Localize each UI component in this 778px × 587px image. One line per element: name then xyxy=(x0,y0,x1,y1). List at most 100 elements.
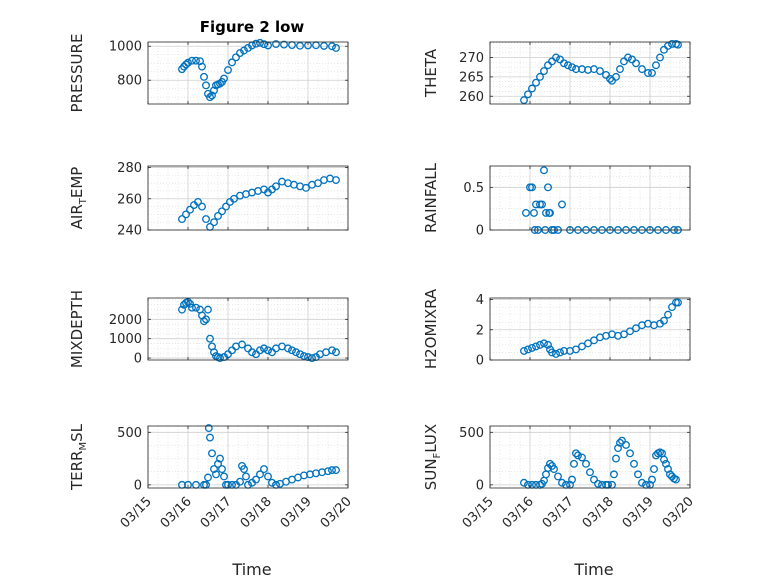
data-point xyxy=(622,440,630,449)
y-tick-label: 500 xyxy=(117,426,142,441)
y-tick-label: 4 xyxy=(476,293,484,308)
data-point xyxy=(218,465,226,474)
ylabel-3: RAINFALL xyxy=(422,162,440,233)
data-point xyxy=(584,339,592,348)
data-point xyxy=(556,348,564,357)
data-point xyxy=(660,45,668,54)
y-tick-label: 0.5 xyxy=(463,181,484,196)
data-point xyxy=(610,470,618,479)
y-tick-label: 2 xyxy=(476,323,484,338)
x-tick-label: 03/15 xyxy=(118,494,155,531)
x-tick-label: 03/17 xyxy=(540,494,577,531)
subplot-4: 0 0.5 RAINFALL xyxy=(422,162,691,239)
data-point xyxy=(544,61,552,70)
y-tick-label: 260 xyxy=(117,192,142,207)
data-point xyxy=(292,348,300,357)
data-point xyxy=(546,208,554,217)
data-point xyxy=(638,65,646,74)
data-point xyxy=(612,72,620,81)
ylabel-2: AIRTEMP xyxy=(68,167,89,230)
data-point xyxy=(182,210,190,219)
data-point xyxy=(188,56,196,65)
y-tick-label: 240 xyxy=(117,224,142,239)
data-point xyxy=(224,66,232,74)
data-point xyxy=(264,472,272,481)
data-point xyxy=(300,352,308,361)
data-point xyxy=(634,470,642,479)
data-point xyxy=(178,215,186,224)
data-point xyxy=(228,58,236,67)
subplot-3: 240 260 280 AIRTEMP xyxy=(68,161,349,239)
data-point xyxy=(236,477,244,486)
data-point xyxy=(590,336,598,345)
data-point xyxy=(666,470,674,479)
data-point xyxy=(186,299,194,308)
data-point xyxy=(202,81,210,90)
data-point xyxy=(296,350,304,359)
data-point xyxy=(652,61,660,70)
data-point xyxy=(528,343,536,352)
data-point xyxy=(548,348,556,357)
data-point xyxy=(260,344,268,353)
data-point xyxy=(626,327,634,336)
y-tick-label: 0 xyxy=(476,354,484,369)
data-point xyxy=(660,455,668,464)
data-point xyxy=(626,449,634,458)
data-point xyxy=(268,348,276,357)
data-point xyxy=(664,465,672,474)
y-tick-label: 260 xyxy=(459,90,484,105)
y-tick-label: 0 xyxy=(476,224,484,239)
data-point xyxy=(536,340,544,349)
data-point xyxy=(648,69,656,77)
data-point xyxy=(208,91,216,100)
subplot-6: 0 2 4 H2OMIXRA xyxy=(422,288,691,369)
data-point xyxy=(204,305,212,314)
data-point xyxy=(200,317,208,326)
axes-box xyxy=(489,297,691,361)
y-tick-label: 1000 xyxy=(109,332,142,347)
x-tick-label: 03/16 xyxy=(500,494,537,531)
data-point xyxy=(212,470,220,479)
x-tick-label: 03/19 xyxy=(278,494,315,531)
data-point xyxy=(554,472,562,481)
axes-box xyxy=(489,41,691,105)
figure-title: Figure 2 low xyxy=(200,18,305,36)
ylabel-4: MIXDEPTH xyxy=(68,290,86,368)
data-point xyxy=(530,208,538,217)
data-point xyxy=(252,475,260,484)
data-point xyxy=(620,57,628,66)
data-point xyxy=(314,179,322,188)
x-tick-label: 03/20 xyxy=(660,494,697,531)
data-point xyxy=(650,465,658,474)
data-point xyxy=(232,53,240,62)
data-point xyxy=(568,63,576,72)
y-tick-label: 500 xyxy=(459,426,484,441)
data-point xyxy=(570,459,578,468)
data-point xyxy=(288,346,296,355)
data-point xyxy=(184,58,192,67)
data-point xyxy=(256,470,264,479)
data-point xyxy=(210,348,218,357)
data-point xyxy=(194,197,202,206)
data-point xyxy=(328,466,336,475)
y-tick-label: 270 xyxy=(459,51,484,66)
data-point xyxy=(206,334,214,343)
data-point xyxy=(522,208,530,217)
data-point xyxy=(668,303,676,312)
data-point xyxy=(532,342,540,351)
y-tick-label: 800 xyxy=(117,74,142,89)
data-point xyxy=(586,468,594,477)
data-point xyxy=(630,459,638,468)
x-tick-label: 03/17 xyxy=(198,494,235,531)
data-point xyxy=(632,324,640,333)
data-point xyxy=(252,39,260,48)
data-point xyxy=(540,166,548,175)
data-point xyxy=(332,466,340,475)
data-point xyxy=(302,183,310,192)
data-point xyxy=(664,310,672,319)
data-point xyxy=(256,346,264,355)
data-point xyxy=(540,67,548,76)
data-point xyxy=(560,59,568,68)
